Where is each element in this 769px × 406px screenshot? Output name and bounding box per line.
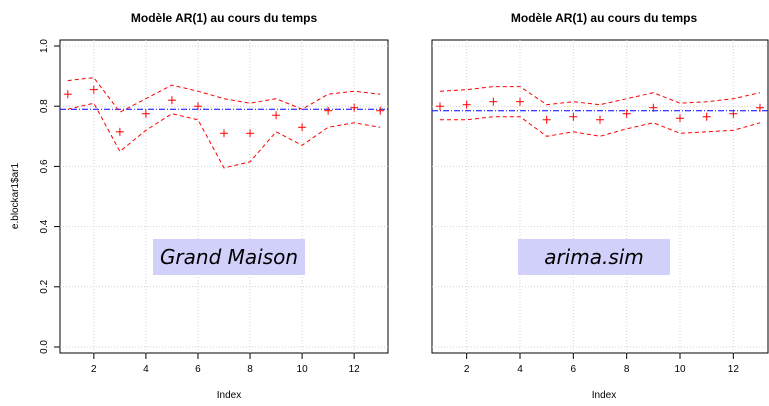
panel-label-box xyxy=(153,239,305,275)
estimate-point xyxy=(729,109,738,118)
x-tick-label: 12 xyxy=(349,364,361,375)
x-axis: 2 4 6 8 10 12 xyxy=(91,353,360,375)
panel-grand-maison: Modèle AR(1) au cours du temps 2 4 6 8 10 12 … xyxy=(10,11,389,401)
series-layer xyxy=(60,77,388,169)
x-tick-label: 10 xyxy=(297,364,309,375)
estimate-point xyxy=(141,109,150,118)
estimate-point xyxy=(193,102,202,111)
x-tick-label: 8 xyxy=(247,364,253,375)
estimate-point xyxy=(649,103,658,112)
estimate-point xyxy=(489,97,498,106)
x-tick-label: 12 xyxy=(728,364,740,375)
chart-title: Modèle AR(1) au cours du temps xyxy=(131,11,318,25)
x-axis: 2 4 6 8 10 12 xyxy=(464,353,739,375)
plot-frame xyxy=(59,39,389,354)
upper-bound-line xyxy=(439,86,761,106)
estimate-point xyxy=(569,112,578,121)
lower-bound-line xyxy=(67,102,381,169)
x-tick-label: 8 xyxy=(624,364,630,375)
y-tick-label: 1.0 xyxy=(39,39,50,53)
estimate-point xyxy=(324,106,333,115)
x-tick-label: 6 xyxy=(195,364,201,375)
estimate-point xyxy=(756,103,764,112)
estimate-point xyxy=(350,103,359,112)
y-axis-label: e.blockar1$ar1 xyxy=(10,162,21,229)
x-tick-label: 2 xyxy=(464,364,470,375)
estimate-point xyxy=(220,129,228,138)
estimate-point xyxy=(676,114,684,123)
estimate-point xyxy=(272,111,281,120)
estimate-point xyxy=(246,129,255,138)
panel-arima-sim: Modèle AR(1) au cours du temps 2 4 6 8 10 12 … xyxy=(431,11,769,401)
upper-bound-line xyxy=(67,77,381,113)
estimate-point xyxy=(622,109,631,118)
estimate-point xyxy=(115,127,124,136)
estimate-point xyxy=(702,112,711,121)
estimate-point xyxy=(596,115,604,124)
chart-title: Modèle AR(1) au cours du temps xyxy=(511,11,698,25)
grid xyxy=(60,40,388,353)
x-axis-label: Index xyxy=(217,390,241,401)
y-tick-label: 0.4 xyxy=(39,219,50,233)
grid xyxy=(432,40,768,353)
series-layer xyxy=(432,86,768,137)
estimate-point xyxy=(167,96,176,105)
estimate-point xyxy=(516,97,524,106)
x-axis-label: Index xyxy=(592,390,616,401)
y-tick-label: 0.2 xyxy=(39,279,50,293)
y-axis: 0.0 0.2 0.4 0.6 0.8 1.0 xyxy=(39,39,60,354)
estimate-point xyxy=(89,85,98,94)
x-tick-label: 10 xyxy=(674,364,686,375)
estimate-point xyxy=(63,90,72,99)
panel-label: arima.sim xyxy=(544,245,644,269)
estimate-point xyxy=(542,115,551,124)
plot-frame xyxy=(431,39,769,354)
x-tick-label: 6 xyxy=(571,364,577,375)
y-tick-label: 0.0 xyxy=(39,340,50,354)
estimate-point xyxy=(436,102,444,111)
x-tick-label: 4 xyxy=(517,364,523,375)
estimate-point xyxy=(298,123,307,132)
x-tick-label: 2 xyxy=(91,364,97,375)
y-tick-label: 0.6 xyxy=(39,159,50,173)
x-tick-label: 4 xyxy=(143,364,149,375)
panel-label-box xyxy=(518,239,670,275)
panel-label: Grand Maison xyxy=(160,245,298,269)
y-tick-label: 0.8 xyxy=(39,99,50,113)
estimate-point xyxy=(376,106,385,115)
estimate-point xyxy=(462,100,471,109)
